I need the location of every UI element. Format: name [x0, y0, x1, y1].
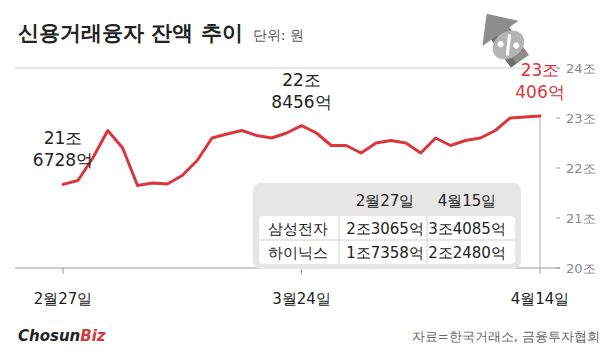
value-label: 21조6728억 [33, 128, 93, 170]
brand-part: Chosun [18, 327, 80, 345]
table-cell: 1조7358억 [346, 244, 424, 262]
y-tick [556, 118, 560, 119]
table-bg [253, 183, 521, 269]
x-tick [63, 268, 64, 274]
value-label-line: 6728억 [33, 150, 93, 170]
table-header: 2월27일 [356, 192, 415, 210]
line-series [63, 116, 540, 186]
x-tick [540, 268, 541, 274]
subtitle: 단위: 원 [253, 27, 304, 43]
value-label-line: 8456억 [271, 92, 331, 112]
y-tick-label: 20조 [566, 261, 596, 276]
table-cell: 2조3065억 [346, 220, 424, 238]
value-label-line: 22조 [282, 70, 321, 90]
plot-area [63, 116, 540, 186]
brand-part: Biz [80, 327, 106, 345]
table-row-label: 삼성전자 [268, 220, 328, 238]
row-sep [259, 240, 515, 241]
y-tick-label: 23조 [566, 111, 596, 126]
frame-top [15, 68, 560, 69]
x-tick-label: 2월27일 [34, 290, 93, 308]
value-label: 22조8456억 [271, 70, 331, 112]
value-label-line: 21조 [44, 128, 83, 148]
brand: ChosunBiz [18, 327, 106, 345]
y-tick-label: 22조 [566, 161, 596, 176]
percent-dot [512, 41, 520, 49]
title: 신용거래융자 잔액 추이 [18, 21, 243, 45]
chart: 신용거래융자 잔액 추이 단위: 원 20조 21조 22조 23조 24조 2월27일 3월2… [0, 0, 616, 363]
value-label-line: 23조 [521, 60, 560, 80]
y-tick [556, 268, 560, 269]
y-tick [556, 168, 560, 169]
x-tick-label: 4월14일 [511, 290, 570, 308]
y-tick [556, 218, 560, 219]
value-label-line: 406억 [515, 82, 564, 102]
y-tick-label: 24조 [566, 61, 596, 76]
inset-table: 2월27일 4월15일삼성전자 2조3065억3조4085억하이닉스 1조7358억2… [253, 183, 521, 269]
table-cell: 2조2480억 [428, 244, 506, 262]
table-body [259, 216, 515, 264]
col-sep [339, 216, 340, 264]
table-cell: 3조4085억 [428, 220, 506, 238]
percent-dot [496, 40, 504, 48]
table-row-label: 하이닉스 [268, 244, 328, 262]
value-label: 23조406억 [515, 60, 564, 102]
x-tick-label: 3월24일 [272, 290, 331, 308]
drop-line [540, 116, 541, 268]
y-tick-label: 21조 [566, 211, 596, 226]
table-header: 4월15일 [438, 192, 497, 210]
source: 자료=한국거래소, 금융투자협회 [412, 329, 600, 344]
